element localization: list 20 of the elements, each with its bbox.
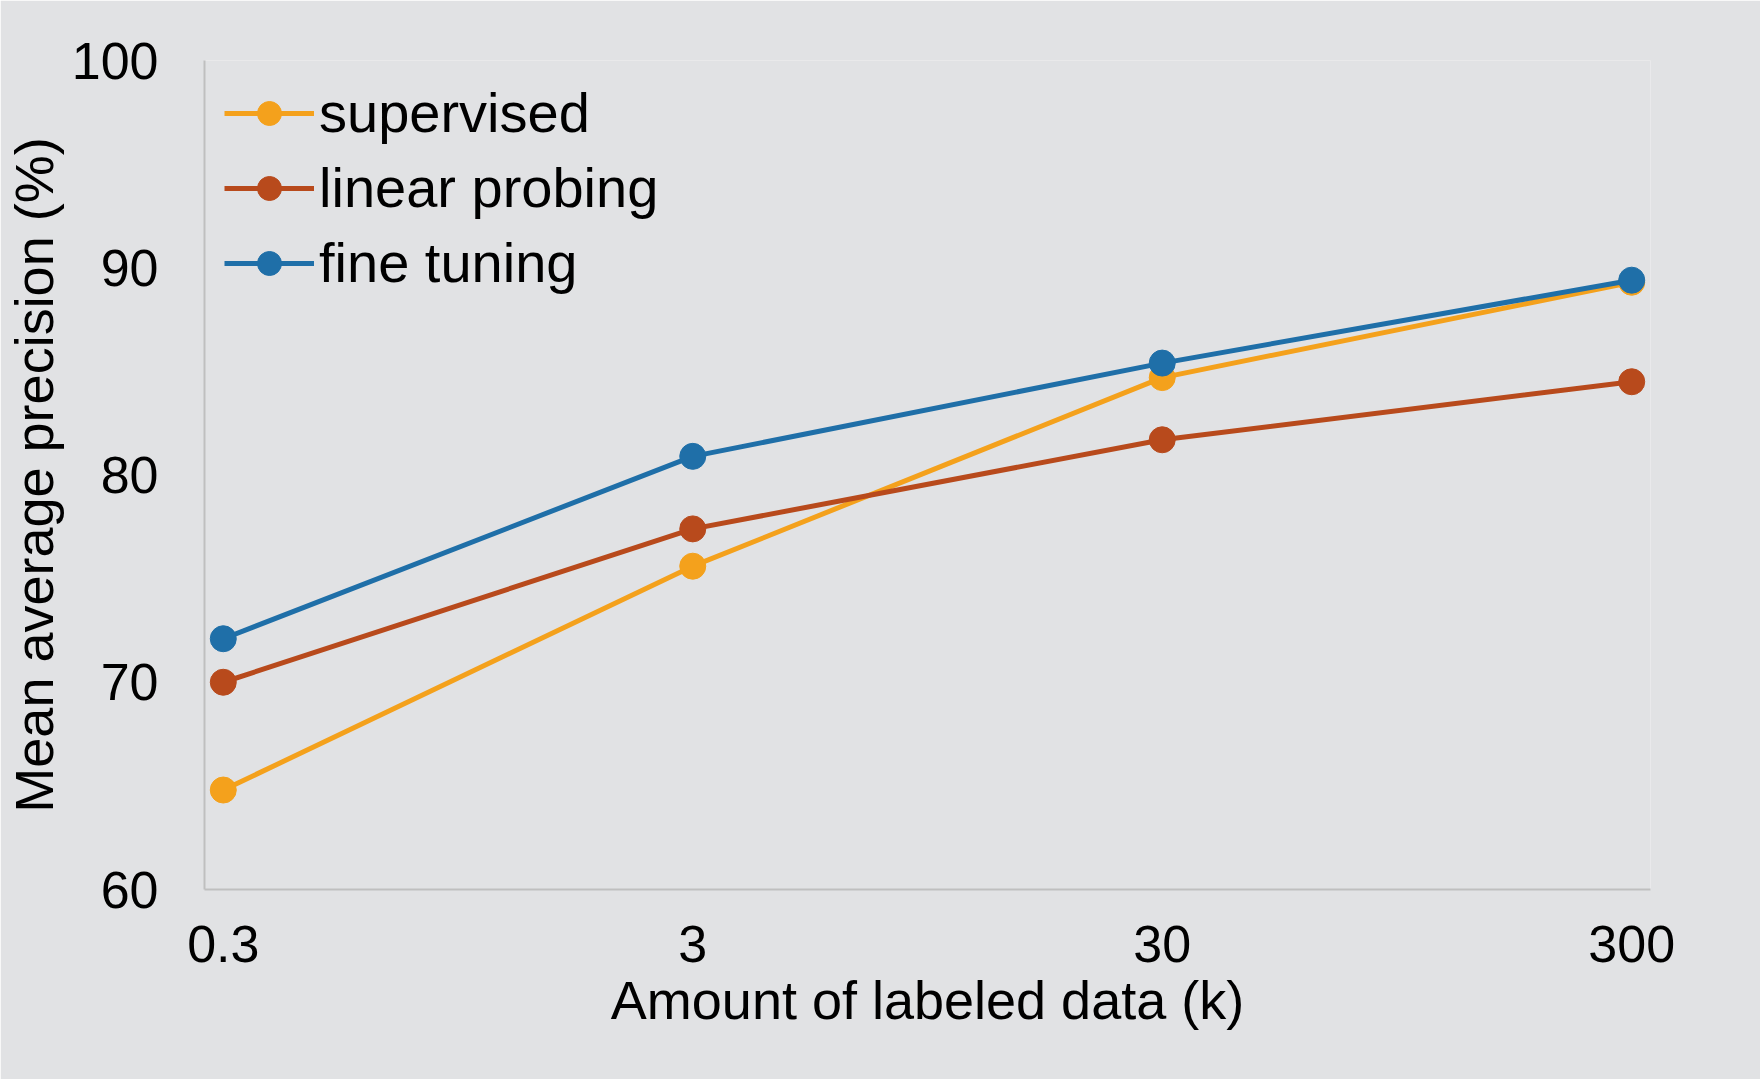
y-tick-label: 70 [100, 653, 159, 712]
y-tick-label: 60 [100, 860, 159, 919]
x-tick-label: 300 [1588, 914, 1676, 973]
point [679, 552, 707, 580]
y-tick-label: 90 [100, 238, 159, 297]
x-tick-label: 0.3 [187, 914, 260, 973]
legend-label: supervised [319, 80, 590, 145]
point [209, 625, 237, 653]
legend-label: fine tuning [319, 230, 578, 295]
point [1148, 426, 1176, 454]
y-axis-title: Mean average precision (%) [3, 137, 64, 813]
point [1618, 368, 1646, 396]
point [679, 515, 707, 543]
point [1148, 349, 1176, 377]
legend-label: linear probing [319, 155, 659, 220]
point [209, 776, 237, 804]
point [679, 442, 707, 470]
point [209, 668, 237, 696]
y-tick-label: 100 [71, 31, 159, 90]
y-tick-label: 80 [100, 446, 159, 504]
